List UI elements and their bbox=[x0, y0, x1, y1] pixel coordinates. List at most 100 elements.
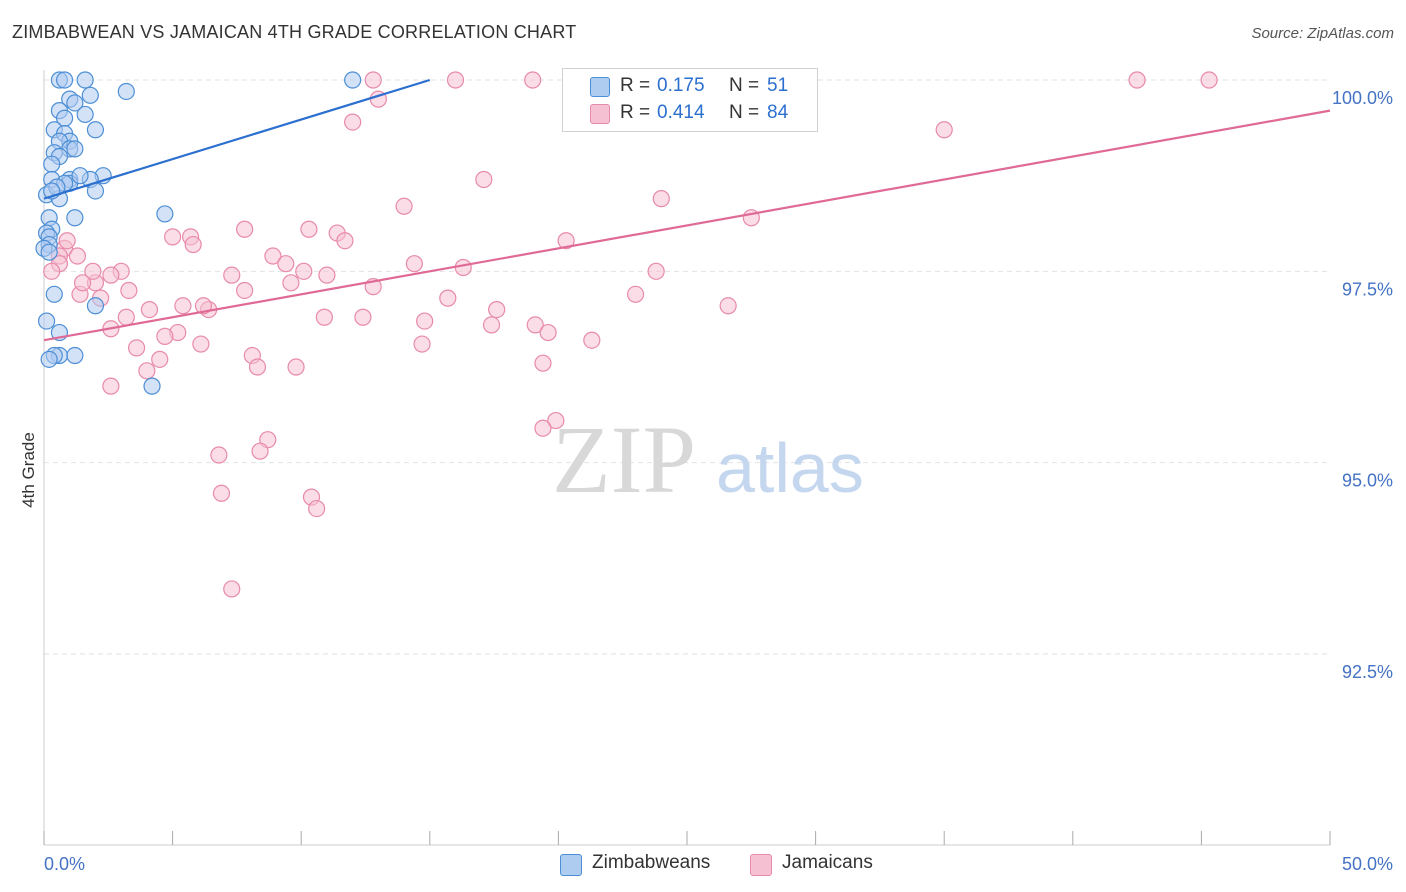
jamaican-point bbox=[308, 499, 326, 518]
jamaican-point bbox=[117, 308, 135, 326]
chart-title: ZIMBABWEAN VS JAMAICAN 4TH GRADE CORRELA… bbox=[12, 22, 577, 42]
zimbabwean-point bbox=[40, 243, 58, 261]
jamaican-point bbox=[534, 419, 552, 437]
jamaican-point bbox=[223, 266, 241, 284]
jamaican-point bbox=[264, 247, 282, 265]
jamaican-point bbox=[236, 220, 254, 238]
zimbabwean-point bbox=[66, 209, 84, 227]
jamaican-point bbox=[935, 121, 953, 139]
zimbabwean-point bbox=[55, 71, 74, 89]
jamaican-point bbox=[526, 316, 544, 334]
jamaican-point bbox=[364, 71, 382, 89]
legend-swatch-blue bbox=[590, 77, 610, 97]
jamaican-point bbox=[354, 308, 372, 326]
jamaican-point bbox=[192, 335, 210, 353]
jamaican-point bbox=[524, 71, 542, 89]
jamaican-point bbox=[138, 362, 156, 380]
zimbabwean-point bbox=[76, 105, 94, 124]
zimbabwean-point bbox=[76, 71, 94, 89]
correlation-legend: R = 0.175 N = 51 R = 0.414 N = 84 bbox=[562, 68, 818, 132]
jamaican-point bbox=[547, 411, 565, 430]
jamaican-point bbox=[43, 262, 61, 280]
jamaican-point bbox=[539, 323, 557, 342]
y-axis-label: 4th Grade bbox=[19, 432, 38, 508]
jamaican-point bbox=[120, 281, 138, 300]
legend-n-label: N = bbox=[729, 75, 760, 96]
jamaican-point bbox=[416, 312, 434, 330]
zimbabwean-point bbox=[86, 297, 105, 315]
y-tick-label: 100.0% bbox=[1332, 88, 1393, 108]
jamaican-point bbox=[140, 301, 159, 319]
jamaican-point bbox=[413, 335, 431, 353]
jamaican-point bbox=[405, 255, 423, 273]
zimbabwean-point bbox=[117, 82, 135, 101]
jamaican-point bbox=[156, 327, 174, 345]
zimbabwean-point bbox=[66, 140, 84, 158]
zimbabwean-point bbox=[143, 377, 161, 395]
zimbabweans-trend-line bbox=[43, 78, 431, 200]
x-tick-label: 50.0% bbox=[1342, 854, 1393, 874]
jamaican-point bbox=[248, 358, 267, 376]
zimbabweans-points bbox=[35, 71, 362, 395]
legend-row-zimbabweans: R = 0.175 N = 51 bbox=[563, 75, 817, 99]
zimbabwean-point bbox=[40, 350, 58, 368]
source-label: Source: ZipAtlas.com bbox=[1251, 25, 1394, 42]
y-tick-label: 97.5% bbox=[1342, 279, 1393, 299]
jamaican-point bbox=[336, 232, 354, 250]
jamaican-point bbox=[210, 446, 228, 464]
jamaican-point bbox=[475, 170, 493, 189]
zimbabwean-point bbox=[66, 94, 84, 112]
jamaican-point bbox=[482, 316, 501, 334]
jamaican-point bbox=[626, 285, 645, 303]
jamaican-point bbox=[223, 580, 241, 598]
x-tick-label: 0.0% bbox=[44, 854, 85, 874]
jamaican-point bbox=[647, 262, 665, 280]
trend-lines bbox=[43, 78, 1331, 342]
legend-row-jamaicans: R = 0.414 N = 84 bbox=[563, 102, 817, 126]
jamaican-point bbox=[318, 266, 336, 284]
jamaican-point bbox=[102, 377, 120, 395]
jamaican-point bbox=[454, 258, 472, 277]
jamaican-point bbox=[58, 232, 76, 250]
jamaican-point bbox=[534, 354, 552, 372]
jamaican-point bbox=[315, 308, 333, 326]
legend-n-value: 51 bbox=[767, 75, 789, 96]
legend-label-zimbabweans: Zimbabweans bbox=[592, 852, 711, 873]
jamaican-point bbox=[73, 274, 92, 292]
legend-r-label: R = bbox=[620, 75, 651, 96]
jamaican-point bbox=[557, 232, 575, 250]
jamaican-point bbox=[212, 484, 231, 502]
legend-label-jamaicans: Jamaicans bbox=[782, 852, 873, 873]
jamaican-point bbox=[1128, 71, 1146, 89]
jamaican-point bbox=[251, 442, 269, 460]
zimbabwean-point bbox=[344, 71, 362, 89]
zimbabwean-point bbox=[81, 86, 99, 104]
watermark-atlas: atlas bbox=[716, 429, 864, 507]
legend-swatch-pink bbox=[750, 854, 772, 876]
jamaican-point bbox=[295, 262, 313, 280]
legend-r-value: 0.414 bbox=[657, 102, 705, 123]
jamaicans-points bbox=[43, 71, 1218, 598]
jamaican-point bbox=[102, 266, 120, 284]
zimbabwean-point bbox=[71, 167, 89, 185]
jamaican-point bbox=[277, 255, 295, 273]
tick-labels: 92.5% 95.0% 97.5% 100.0% 0.0% 50.0% bbox=[44, 88, 1393, 874]
jamaican-point bbox=[84, 262, 102, 280]
jamaican-point bbox=[583, 331, 601, 349]
watermark-zip: ZIP bbox=[552, 406, 696, 513]
jamaican-point bbox=[446, 71, 465, 89]
jamaican-point bbox=[282, 274, 300, 292]
jamaican-point bbox=[236, 281, 254, 300]
legend-n-value: 84 bbox=[767, 102, 789, 123]
legend-r-value: 0.175 bbox=[657, 75, 705, 96]
legend-swatch-blue bbox=[560, 854, 582, 876]
jamaican-point bbox=[127, 339, 146, 357]
zimbabwean-point bbox=[37, 312, 56, 330]
jamaicans-trend-line bbox=[43, 109, 1331, 342]
zimbabwean-point bbox=[86, 121, 105, 139]
jamaican-point bbox=[164, 228, 182, 246]
jamaican-point bbox=[184, 235, 202, 254]
jamaican-point bbox=[344, 113, 362, 131]
zimbabwean-point bbox=[66, 346, 84, 365]
jamaican-point bbox=[68, 247, 87, 265]
